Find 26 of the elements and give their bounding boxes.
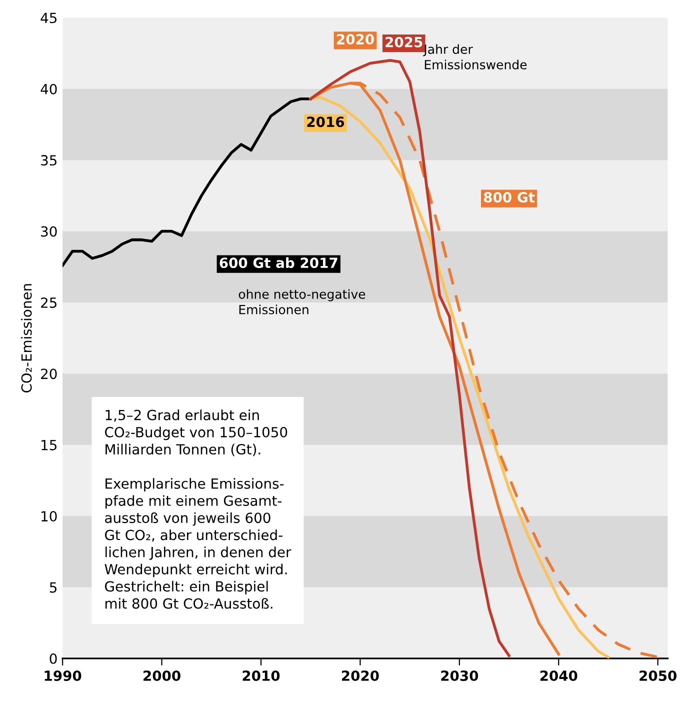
x-tick-label: 2050 xyxy=(640,670,677,681)
x-tick-label: 2000 xyxy=(144,670,180,681)
annotation: 600 Gt ab 2017 xyxy=(220,257,338,268)
x-tick-label: 1990 xyxy=(44,670,82,681)
y-tick-label: 10 xyxy=(42,511,57,522)
x-tick-label: 2040 xyxy=(540,670,578,681)
annotation: Jahr der Emissionswende xyxy=(423,44,527,70)
y-tick-label: 15 xyxy=(42,440,56,450)
y-tick-label: 35 xyxy=(41,155,56,166)
y-tick-label: 45 xyxy=(40,12,56,24)
y-tick-label: 20 xyxy=(41,368,57,380)
y-tick-label: 30 xyxy=(41,226,57,237)
y-tick-label: 0 xyxy=(50,653,57,664)
y-tick-label: 5 xyxy=(50,582,56,593)
y-axis-title: CO₂-Emissionen xyxy=(21,284,32,392)
y-tick-label: 40 xyxy=(40,84,57,94)
x-tick-label: 2010 xyxy=(242,670,280,681)
annotation: 2016 xyxy=(307,116,344,128)
annotation: 2025 xyxy=(386,36,422,48)
annotation: 800 Gt xyxy=(484,192,535,203)
x-tick-label: 2030 xyxy=(441,670,478,681)
annotation: ohne netto-negative Emissionen xyxy=(238,289,366,314)
y-tick-label: 25 xyxy=(41,297,56,308)
annotation: 2020 xyxy=(337,34,374,45)
x-tick-label: 2020 xyxy=(342,670,379,681)
text: 1,5–2 Grad erlaubt ein CO₂-Budget von 150–1050 Milliarden Tonnen (Gt). Exemplarische Emissions- pfade mit einem Gesamt- ausstoß von jeweils 600 Gt CO₂, aber unterschied- lichen Jahren, in denen der Wendepunkt erreicht wird. Gestrichelt: ein Beispiel mit 800 Gt CO₂-Ausstoß. xyxy=(104,410,292,609)
